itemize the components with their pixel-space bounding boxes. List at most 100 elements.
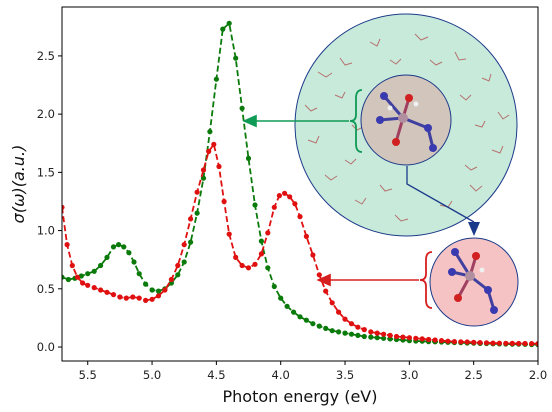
data-point <box>432 337 438 343</box>
data-point <box>78 273 84 279</box>
data-point <box>74 274 80 280</box>
data-point <box>451 339 457 345</box>
data-point <box>297 314 303 320</box>
water-molecules <box>304 33 510 222</box>
data-point <box>69 262 75 269</box>
series-layer <box>62 20 538 348</box>
data-point <box>419 336 425 342</box>
data-point <box>336 309 342 315</box>
data-point <box>387 332 393 338</box>
data-point <box>323 325 329 331</box>
data-point <box>110 244 117 250</box>
data-point <box>348 331 355 337</box>
green-arrow <box>242 89 363 153</box>
x-tick-label: 4.0 <box>272 368 290 382</box>
data-point <box>278 295 284 301</box>
data-point <box>287 194 293 200</box>
data-point <box>316 272 322 278</box>
data-point <box>104 254 110 260</box>
data-point <box>323 288 329 294</box>
y-axis: 0.0 0.5 1.0 1.5 2.0 2.5 <box>37 49 62 354</box>
data-point <box>310 321 316 327</box>
data-point <box>206 148 212 154</box>
x-tick-label: 4.5 <box>207 368 225 382</box>
data-point <box>188 216 194 222</box>
data-point <box>85 271 91 277</box>
data-point <box>355 324 361 330</box>
data-point <box>471 339 477 345</box>
data-point <box>207 129 213 135</box>
data-point <box>303 233 309 239</box>
data-point <box>143 281 149 287</box>
data-point <box>121 244 127 250</box>
blue-arrow <box>406 166 480 236</box>
x-tick-label: 3.5 <box>336 368 354 382</box>
data-point <box>216 163 222 170</box>
data-point <box>361 333 367 340</box>
data-point <box>342 316 348 322</box>
data-point <box>162 287 168 293</box>
data-point <box>258 251 264 257</box>
data-point <box>220 26 226 32</box>
data-point <box>361 327 367 333</box>
data-point <box>116 242 122 248</box>
data-point <box>265 265 271 271</box>
data-point <box>276 193 282 199</box>
x-tick-label: 2.5 <box>465 368 483 382</box>
y-tick-label: 1.0 <box>37 224 55 238</box>
data-point <box>265 230 271 236</box>
x-axis: 5.5 5.0 4.5 4.0 3.5 3.0 2.5 2.0 <box>79 361 547 382</box>
data-point <box>226 231 232 237</box>
data-point <box>130 294 136 300</box>
x-axis-label: Photon energy (eV) <box>223 387 378 406</box>
data-point <box>374 330 380 336</box>
data-point <box>211 141 217 147</box>
data-point <box>284 303 290 309</box>
series-line <box>62 21 538 346</box>
data-point <box>271 204 277 210</box>
data-point <box>233 55 239 61</box>
data-point <box>175 262 181 269</box>
solvated-molecule-inset <box>294 13 518 237</box>
y-tick-label: 0.0 <box>37 340 55 354</box>
data-point <box>271 283 277 290</box>
data-point <box>226 20 232 26</box>
data-point <box>91 268 97 274</box>
data-point <box>213 76 219 82</box>
data-point <box>168 276 174 283</box>
data-point <box>85 282 91 288</box>
data-point <box>136 271 142 277</box>
y-axis-label: σ(ω)(a.u.) <box>9 145 28 224</box>
data-point <box>104 289 110 295</box>
data-point <box>282 190 288 196</box>
data-point <box>490 340 496 346</box>
x-tick-label: 5.5 <box>79 368 97 382</box>
data-point <box>239 105 245 111</box>
data-point <box>252 202 258 208</box>
data-point <box>516 340 522 347</box>
data-point <box>252 261 258 267</box>
data-point <box>175 272 181 278</box>
data-point <box>110 292 117 298</box>
data-point <box>374 335 380 341</box>
data-point <box>368 334 374 340</box>
data-point <box>522 340 528 347</box>
data-point <box>303 317 309 323</box>
data-point <box>149 287 155 293</box>
green-bracket <box>349 89 363 153</box>
blue-arrow-line <box>406 166 475 223</box>
data-point <box>245 265 252 271</box>
data-point <box>239 262 245 269</box>
data-point <box>62 204 65 210</box>
isolated-molecule-disc <box>429 237 519 327</box>
red-arrow <box>316 251 433 309</box>
y-tick-label: 2.0 <box>37 107 55 121</box>
isolated-molecule-inset <box>429 237 519 327</box>
data-point <box>123 295 129 301</box>
data-point <box>131 259 137 265</box>
data-point <box>292 201 298 207</box>
series-red <box>62 141 538 347</box>
data-point <box>310 252 316 258</box>
data-point <box>438 338 445 344</box>
y-tick-label: 0.5 <box>37 282 55 296</box>
